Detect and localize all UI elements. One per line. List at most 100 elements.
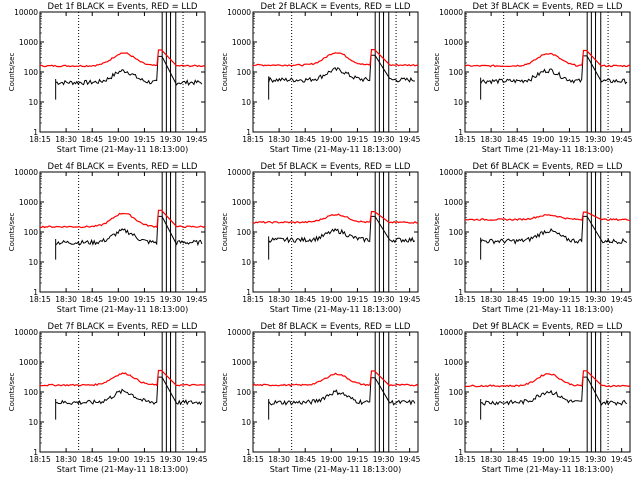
panel-9: Det 9f BLACK = Events, RED = LLD 1 10 100 10… <box>433 322 633 474</box>
x-tick-label: 18:45 <box>294 135 316 144</box>
x-tick-label: 18:15 <box>242 295 264 304</box>
x-tick-label: 18:30 <box>268 135 290 144</box>
x-axis-label: Start Time (21-May-11 18:13:00) <box>270 145 401 154</box>
x-tick-label: 18:45 <box>506 295 528 304</box>
x-tick-label: 19:30 <box>160 135 182 144</box>
lld-series-line <box>39 369 206 387</box>
x-tick-label: 19:00 <box>108 135 130 144</box>
lld-series-line <box>464 211 631 222</box>
x-tick-label: 19:15 <box>347 135 369 144</box>
x-axis-label: Start Time (21-May-11 18:13:00) <box>57 305 188 314</box>
x-tick-label: 18:15 <box>454 455 476 464</box>
x-tick-label: 19:15 <box>134 295 156 304</box>
x-tick-label: 19:00 <box>321 455 343 464</box>
events-series-line <box>480 55 628 85</box>
panel-title: Det 4f BLACK = Events, RED = LLD <box>48 162 198 172</box>
y-tick-label: 100 <box>237 388 252 397</box>
x-tick-label: 19:15 <box>347 295 369 304</box>
y-tick-label: 10 <box>453 418 463 427</box>
x-tick-label: 19:45 <box>186 455 208 464</box>
y-tick-label: 10 <box>241 98 251 107</box>
lld-series-line <box>464 49 631 68</box>
y-tick-label: 100 <box>24 68 39 77</box>
x-tick-label: 18:45 <box>506 135 528 144</box>
y-tick-label: 1 <box>33 288 38 297</box>
events-series-line <box>268 377 416 406</box>
x-tick-label: 18:30 <box>268 295 290 304</box>
y-tick-label: 1 <box>246 288 251 297</box>
x-tick-label: 19:30 <box>585 455 607 464</box>
y-tick-label: 100 <box>237 68 252 77</box>
y-tick-label: 100 <box>24 228 39 237</box>
y-tick-label: 10000 <box>14 8 38 17</box>
x-tick-label: 18:45 <box>81 455 103 464</box>
y-tick-label: 10000 <box>227 328 251 337</box>
lld-series-line <box>464 370 631 388</box>
plot-frame <box>252 331 419 453</box>
x-tick-label: 19:45 <box>186 295 208 304</box>
lld-series-line <box>252 49 419 67</box>
x-tick-label: 18:45 <box>294 295 316 304</box>
x-tick-label: 19:45 <box>186 135 208 144</box>
x-tick-label: 19:45 <box>399 135 421 144</box>
x-tick-label: 18:15 <box>29 295 51 304</box>
plot-frame <box>252 171 419 293</box>
y-tick-label: 1000 <box>232 38 251 47</box>
x-tick-label: 18:15 <box>454 135 476 144</box>
y-axis-label: Counts/sec <box>221 373 229 412</box>
x-tick-label: 19:15 <box>134 135 156 144</box>
x-tick-label: 18:30 <box>480 295 502 304</box>
events-series-line <box>268 215 416 244</box>
y-tick-label: 10 <box>453 258 463 267</box>
y-axis-label: Counts/sec <box>433 53 441 92</box>
y-tick-label: 1000 <box>232 358 251 367</box>
y-tick-label: 10 <box>28 258 38 267</box>
y-axis-label: Counts/sec <box>221 53 229 92</box>
x-tick-label: 19:45 <box>399 455 421 464</box>
y-tick-label: 10000 <box>439 8 463 17</box>
y-tick-label: 10 <box>241 418 251 427</box>
x-tick-label: 19:15 <box>559 295 581 304</box>
y-tick-label: 10000 <box>439 328 463 337</box>
x-tick-label: 19:45 <box>611 455 633 464</box>
x-tick-label: 19:30 <box>160 295 182 304</box>
x-axis-label: Start Time (21-May-11 18:13:00) <box>57 465 188 474</box>
plot-frame <box>39 331 206 453</box>
x-tick-label: 19:00 <box>533 295 555 304</box>
y-tick-label: 1 <box>458 128 463 137</box>
x-tick-label: 19:00 <box>533 135 555 144</box>
y-tick-label: 10 <box>241 258 251 267</box>
y-axis-label: Counts/sec <box>221 213 229 252</box>
y-tick-label: 1000 <box>232 198 251 207</box>
y-tick-label: 100 <box>237 228 252 237</box>
x-tick-label: 19:00 <box>321 295 343 304</box>
y-axis-label: Counts/sec <box>433 373 441 412</box>
y-tick-label: 1 <box>458 288 463 297</box>
y-tick-label: 10000 <box>14 328 38 337</box>
panel-3: Det 3f BLACK = Events, RED = LLD 1 10 100 10… <box>433 2 633 154</box>
x-tick-label: 18:30 <box>55 295 77 304</box>
x-tick-label: 19:00 <box>108 455 130 464</box>
y-tick-label: 10000 <box>14 168 38 177</box>
panel-title: Det 9f BLACK = Events, RED = LLD <box>473 322 623 332</box>
x-axis-label: Start Time (21-May-11 18:13:00) <box>57 145 188 154</box>
x-tick-label: 18:45 <box>81 135 103 144</box>
events-series-line <box>55 215 203 247</box>
events-series-line <box>55 376 203 406</box>
x-tick-label: 19:30 <box>373 455 395 464</box>
x-tick-label: 18:45 <box>294 455 316 464</box>
x-tick-label: 18:30 <box>480 135 502 144</box>
y-axis-label: Counts/sec <box>8 53 16 92</box>
panel-title: Det 6f BLACK = Events, RED = LLD <box>473 162 623 172</box>
y-tick-label: 10 <box>28 98 38 107</box>
y-tick-label: 10000 <box>439 168 463 177</box>
events-series-line <box>268 54 415 84</box>
x-tick-label: 18:30 <box>55 135 77 144</box>
y-axis-label: Counts/sec <box>8 373 16 412</box>
x-tick-label: 19:30 <box>160 455 182 464</box>
y-tick-label: 1 <box>33 448 38 457</box>
plot-frame <box>252 11 419 133</box>
y-tick-label: 1 <box>33 128 38 137</box>
x-tick-label: 19:45 <box>399 295 421 304</box>
lld-series-line <box>252 370 419 387</box>
